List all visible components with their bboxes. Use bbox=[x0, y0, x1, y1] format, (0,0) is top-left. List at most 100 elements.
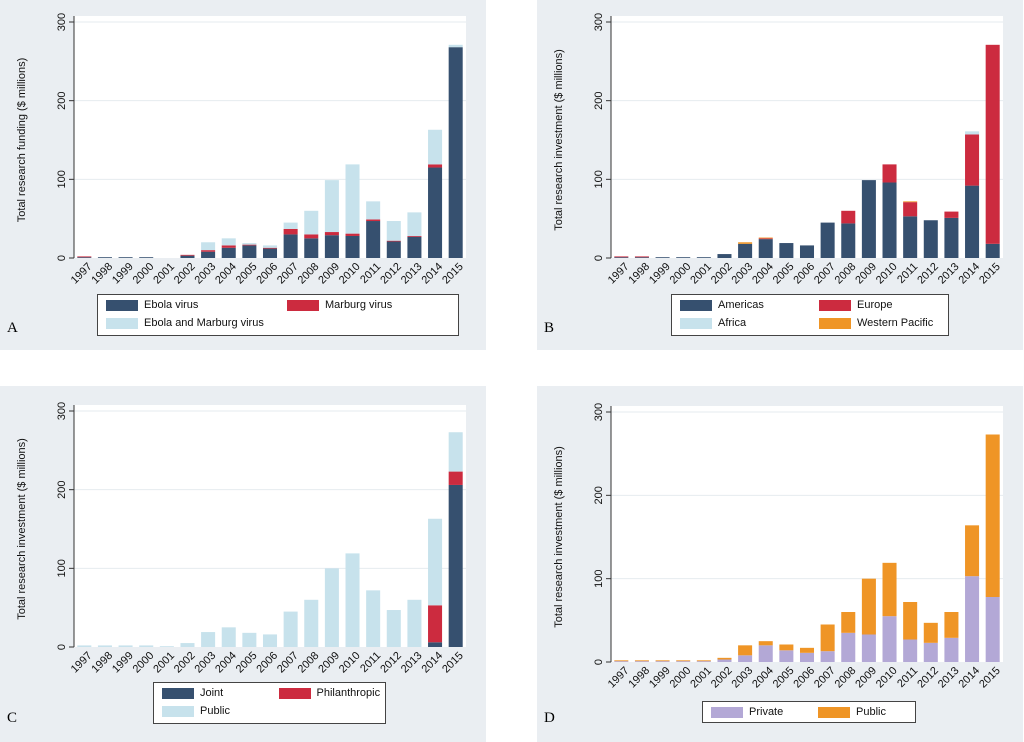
chart-a-xtick-label: 2001 bbox=[151, 261, 177, 287]
chart-a-bar-marburg-virus-2011 bbox=[366, 219, 381, 222]
legend-label: Ebola virus bbox=[144, 299, 199, 311]
legend-swatch bbox=[106, 317, 138, 329]
chart-c-bar-public-2015 bbox=[448, 432, 463, 472]
chart-b-xtick-label: 2003 bbox=[730, 261, 756, 287]
chart-b-bar-americas-2005 bbox=[779, 243, 794, 258]
chart-b-ytick-label: 200 bbox=[593, 91, 605, 109]
legend-item: Philanthropic bbox=[278, 686, 380, 700]
chart-a-bar-marburg-virus-2007 bbox=[283, 228, 298, 235]
chart-a-bar-ebola-virus-2010 bbox=[345, 235, 360, 258]
chart-b-xtick-label: 2013 bbox=[936, 261, 962, 287]
chart-b-bar-europe-2014 bbox=[965, 134, 980, 186]
chart-d-xtick-label: 2001 bbox=[688, 665, 714, 691]
chart-d-xtick-label: 2002 bbox=[709, 665, 735, 691]
chart-b-bar-americas-2007 bbox=[820, 222, 835, 258]
chart-c-xtick-label: 1997 bbox=[69, 650, 95, 676]
chart-a-bar-ebola-and-marburg-virus-2003 bbox=[201, 242, 216, 251]
legend-swatch bbox=[680, 317, 712, 329]
chart-d-xtick-label: 2012 bbox=[915, 665, 941, 691]
chart-a-bar-ebola-virus-2012 bbox=[386, 241, 401, 258]
chart-c-xtick-label: 2008 bbox=[296, 650, 322, 676]
chart-b-bar-americas-2012 bbox=[923, 220, 938, 258]
chart-d-bar-public-2000 bbox=[676, 660, 691, 662]
chart-d-bar-public-2001 bbox=[696, 660, 711, 662]
chart-a-bar-marburg-virus-2009 bbox=[324, 232, 339, 236]
chart-d-xtick-label: 2015 bbox=[977, 665, 1003, 691]
chart-d-xtick-label: 2011 bbox=[895, 665, 920, 690]
legend-label: Americas bbox=[718, 299, 764, 311]
chart-c-bar-public-2004 bbox=[221, 627, 236, 647]
chart-b-bar-americas-2011 bbox=[903, 216, 918, 258]
chart-b-bar-americas-2013 bbox=[944, 217, 959, 258]
chart-a-bar-marburg-virus-2004 bbox=[221, 245, 236, 248]
chart-c-bar-public-2000 bbox=[139, 645, 154, 647]
chart-a-bar-marburg-virus-2008 bbox=[304, 234, 319, 239]
legend-swatch bbox=[819, 299, 851, 311]
chart-a-bar-ebola-virus-2008 bbox=[304, 238, 319, 258]
legend-item: Ebola virus bbox=[106, 298, 198, 312]
chart-a-ytick-label: 100 bbox=[56, 170, 68, 188]
chart-a-bar-marburg-virus-1997 bbox=[77, 256, 92, 258]
chart-c-bar-public-2014 bbox=[428, 518, 443, 606]
chart-a-bar-ebola-virus-1997 bbox=[77, 257, 92, 258]
chart-d-xtick-label: 2007 bbox=[812, 665, 838, 691]
chart-c-xtick-label: 2009 bbox=[316, 650, 342, 676]
chart-d-bar-private-1997 bbox=[614, 661, 629, 662]
chart-b-bar-americas-2014 bbox=[965, 185, 980, 258]
panel-label-a: A bbox=[7, 320, 18, 336]
chart-c-xtick-label: 2012 bbox=[378, 650, 404, 676]
legend-item: Africa bbox=[680, 316, 746, 330]
chart-c-bar-public-2011 bbox=[366, 590, 381, 647]
chart-d-xtick-label: 1999 bbox=[647, 665, 673, 691]
chart-d-bar-public-2014 bbox=[965, 525, 980, 577]
chart-a-xtick-label: 2008 bbox=[296, 261, 322, 287]
chart-c-xtick-label: 2015 bbox=[440, 650, 466, 676]
chart-a-xtick-label: 2013 bbox=[399, 261, 425, 287]
chart-d-ytick-label: 100 bbox=[593, 569, 605, 587]
legend-swatch bbox=[278, 687, 311, 699]
legend-swatch bbox=[711, 706, 743, 718]
chart-d-bar-public-1999 bbox=[655, 660, 670, 662]
chart-a-bar-ebola-and-marburg-virus-2011 bbox=[366, 201, 381, 220]
chart-c-bar-public-2003 bbox=[201, 632, 216, 647]
legend-label: Private bbox=[749, 706, 784, 718]
chart-d-bar-private-2013 bbox=[944, 637, 959, 662]
chart-a-bar-ebola-and-marburg-virus-2005 bbox=[242, 243, 257, 245]
chart-a-bar-ebola-and-marburg-virus-2013 bbox=[407, 212, 422, 236]
chart-d-ytick-label: 200 bbox=[593, 486, 605, 504]
chart-c-bar-public-1998 bbox=[97, 645, 112, 647]
chart-d-legend: Private Public bbox=[702, 701, 916, 723]
chart-a-bar-ebola-and-marburg-virus-2015 bbox=[448, 44, 463, 48]
chart-a-xtick-label: 2002 bbox=[172, 261, 198, 287]
chart-c-bar-public-2012 bbox=[386, 610, 401, 647]
chart-c-xtick-label: 2000 bbox=[131, 650, 157, 676]
chart-c-ytick-label: 300 bbox=[56, 402, 68, 420]
chart-c-ytick-label: 100 bbox=[56, 559, 68, 577]
legend-item: Joint bbox=[162, 686, 223, 700]
chart-b-bar-americas-2009 bbox=[861, 180, 876, 258]
chart-d-ytick-label: 0 bbox=[593, 659, 605, 665]
chart-a-bar-ebola-virus-2015 bbox=[448, 47, 463, 258]
legend-item: Private bbox=[711, 705, 783, 719]
chart-d-bar-public-1997 bbox=[614, 660, 629, 662]
chart-a-bar-ebola-and-marburg-virus-2014 bbox=[428, 129, 443, 165]
chart-a-bar-ebola-virus-2005 bbox=[242, 245, 257, 258]
chart-a-xtick-label: 2014 bbox=[419, 261, 445, 287]
chart-c-legend: Joint Philanthropic Public bbox=[153, 682, 386, 724]
chart-b-bar-americas-2006 bbox=[799, 245, 815, 258]
chart-b-xtick-label: 2007 bbox=[812, 261, 838, 287]
chart-c-bar-public-2006 bbox=[262, 634, 278, 647]
chart-c-plot-area bbox=[74, 405, 466, 647]
chart-a-bar-marburg-virus-2014 bbox=[428, 164, 443, 168]
chart-c-xtick-label: 2011 bbox=[358, 650, 383, 675]
chart-b-xtick-label: 2002 bbox=[709, 261, 735, 287]
legend-label: Public bbox=[856, 706, 886, 718]
chart-a-bar-ebola-virus-1998 bbox=[97, 257, 112, 258]
chart-b-xtick-label: 2006 bbox=[791, 261, 817, 287]
chart-a-xtick-label: 2015 bbox=[440, 261, 466, 287]
chart-b-bar-americas-2008 bbox=[841, 223, 856, 258]
chart-c-xtick-label: 2006 bbox=[254, 650, 280, 676]
chart-a-xtick-label: 1999 bbox=[110, 261, 136, 287]
chart-d-bar-private-2015 bbox=[985, 597, 1000, 662]
chart-a-bar-ebola-virus-2003 bbox=[201, 251, 216, 258]
